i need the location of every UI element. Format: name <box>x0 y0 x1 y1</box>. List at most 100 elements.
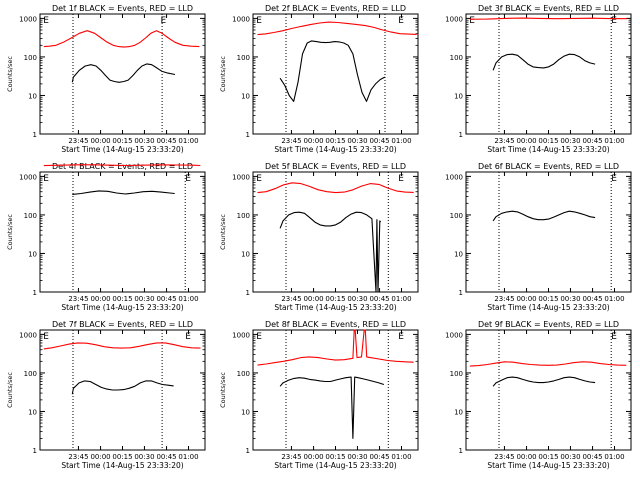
y-tick-label: 100 <box>450 54 463 62</box>
y-tick-label: 1 <box>33 131 37 139</box>
x-tick-label: 00:30 <box>347 453 367 461</box>
event-marker-label: E <box>398 16 404 26</box>
x-tick-label: 01:00 <box>391 453 411 461</box>
y-tick-label: 1 <box>246 131 250 139</box>
x-tick-label: 23:45 <box>281 137 301 145</box>
series-line-events <box>492 376 596 387</box>
x-axis-label: Start Time (14-Aug-15 23:33:20) <box>487 145 609 154</box>
x-axis-label: Start Time (14-Aug-15 23:33:20) <box>274 461 396 470</box>
x-tick-label: 23:45 <box>68 137 88 145</box>
series-line-lld <box>43 164 201 167</box>
y-tick-label: 1 <box>459 131 463 139</box>
x-tick-label: 23:45 <box>281 453 301 461</box>
chart-title: Det 3f BLACK = Events, RED = LLD <box>478 4 619 13</box>
y-tick-label: 1 <box>246 447 250 455</box>
y-tick-label: 100 <box>237 370 250 378</box>
plot-frame <box>39 13 206 135</box>
y-tick-label: 10 <box>241 92 250 100</box>
event-marker-label: E <box>185 332 191 342</box>
chart-panel-2: Det 2f BLACK = Events, RED = LLD 1 10 100 10… <box>219 4 419 154</box>
x-tick-label: 00:15 <box>112 295 132 303</box>
x-tick-label: 00:15 <box>538 453 558 461</box>
x-tick-label: 00:15 <box>538 295 558 303</box>
x-tick-label: 01:00 <box>178 295 198 303</box>
y-axis-label: Counts/sec <box>6 56 14 92</box>
x-tick-label: 00:30 <box>560 137 580 145</box>
x-tick-label: 00:15 <box>112 453 132 461</box>
x-tick-label: 01:00 <box>178 453 198 461</box>
x-tick-label: 00:00 <box>516 137 536 145</box>
chart-panel-9: Det 9f BLACK = Events, RED = LLD 1 10 100 10… <box>445 320 632 470</box>
y-tick-label: 1 <box>459 289 463 297</box>
chart-title: Det 8f BLACK = Events, RED = LLD <box>265 320 406 329</box>
x-tick-label: 00:30 <box>134 295 154 303</box>
y-tick-label: 1000 <box>445 173 463 181</box>
x-tick-label: 00:45 <box>582 295 602 303</box>
x-tick-label: 00:45 <box>156 137 176 145</box>
series-line-events <box>492 210 596 222</box>
plot-frame <box>39 171 206 293</box>
y-tick-label: 100 <box>24 212 37 220</box>
y-tick-label: 1000 <box>19 173 37 181</box>
x-tick-label: 00:45 <box>369 295 389 303</box>
y-tick-label: 1000 <box>19 331 37 339</box>
x-tick-label: 00:45 <box>582 453 602 461</box>
x-axis-label: Start Time (14-Aug-15 23:33:20) <box>61 145 183 154</box>
y-axis-label: Counts/sec <box>219 372 227 408</box>
y-tick-label: 10 <box>454 92 463 100</box>
x-tick-label: 01:00 <box>604 137 624 145</box>
y-tick-label: 10 <box>28 250 37 258</box>
series-line-lld <box>469 17 627 20</box>
x-tick-label: 01:00 <box>391 295 411 303</box>
x-axis-label: Start Time (14-Aug-15 23:33:20) <box>61 303 183 312</box>
y-tick-label: 1 <box>33 289 37 297</box>
series-line-events <box>72 190 175 195</box>
x-axis-label: Start Time (14-Aug-15 23:33:20) <box>487 303 609 312</box>
x-tick-label: 00:15 <box>112 137 132 145</box>
x-tick-label: 23:45 <box>68 453 88 461</box>
x-tick-label: 00:00 <box>90 137 110 145</box>
chart-title: Det 1f BLACK = Events, RED = LLD <box>52 4 193 13</box>
series-line-lld <box>43 342 201 350</box>
plot-frame <box>465 171 632 293</box>
chart-panel-5: Det 5f BLACK = Events, RED = LLD 1 10 100 10… <box>219 162 419 312</box>
event-marker-label: E <box>43 16 49 26</box>
x-tick-label: 23:45 <box>68 295 88 303</box>
y-tick-label: 1000 <box>445 15 463 23</box>
chart-panel-4: Det 4f BLACK = Events, RED = LLD 1 10 100 10… <box>6 162 206 312</box>
x-tick-label: 00:00 <box>303 295 323 303</box>
series-line-lld <box>257 329 414 366</box>
event-marker-label: E <box>469 16 475 26</box>
plot-frame <box>465 13 632 135</box>
series-line-events <box>71 63 176 83</box>
plot-frame <box>465 329 632 451</box>
x-tick-label: 00:30 <box>134 137 154 145</box>
y-tick-label: 10 <box>28 92 37 100</box>
chart-panel-1: Det 1f BLACK = Events, RED = LLD 1 10 100 10… <box>6 4 206 154</box>
y-tick-label: 100 <box>450 212 463 220</box>
y-tick-label: 1 <box>246 289 250 297</box>
x-tick-label: 01:00 <box>391 137 411 145</box>
event-marker-label: E <box>398 332 404 342</box>
x-tick-label: 00:00 <box>303 453 323 461</box>
chart-title: Det 5f BLACK = Events, RED = LLD <box>265 162 406 171</box>
y-tick-label: 1 <box>33 447 37 455</box>
y-tick-label: 100 <box>450 370 463 378</box>
event-marker-label: E <box>160 16 166 26</box>
series-line-lld <box>257 21 417 36</box>
series-line-lld <box>469 361 627 367</box>
y-tick-label: 10 <box>28 408 37 416</box>
y-tick-label: 100 <box>24 370 37 378</box>
series-line-events <box>492 53 596 71</box>
y-tick-label: 1000 <box>445 331 463 339</box>
event-marker-label: E <box>43 174 49 184</box>
event-marker-label: E <box>185 174 191 184</box>
x-tick-label: 00:45 <box>156 453 176 461</box>
y-tick-label: 1 <box>459 447 463 455</box>
y-tick-label: 10 <box>454 408 463 416</box>
plot-frame <box>252 329 419 451</box>
x-tick-label: 00:30 <box>134 453 154 461</box>
x-tick-label: 23:45 <box>281 295 301 303</box>
event-marker-label: E <box>43 332 49 342</box>
x-axis-label: Start Time (14-Aug-15 23:33:20) <box>274 303 396 312</box>
